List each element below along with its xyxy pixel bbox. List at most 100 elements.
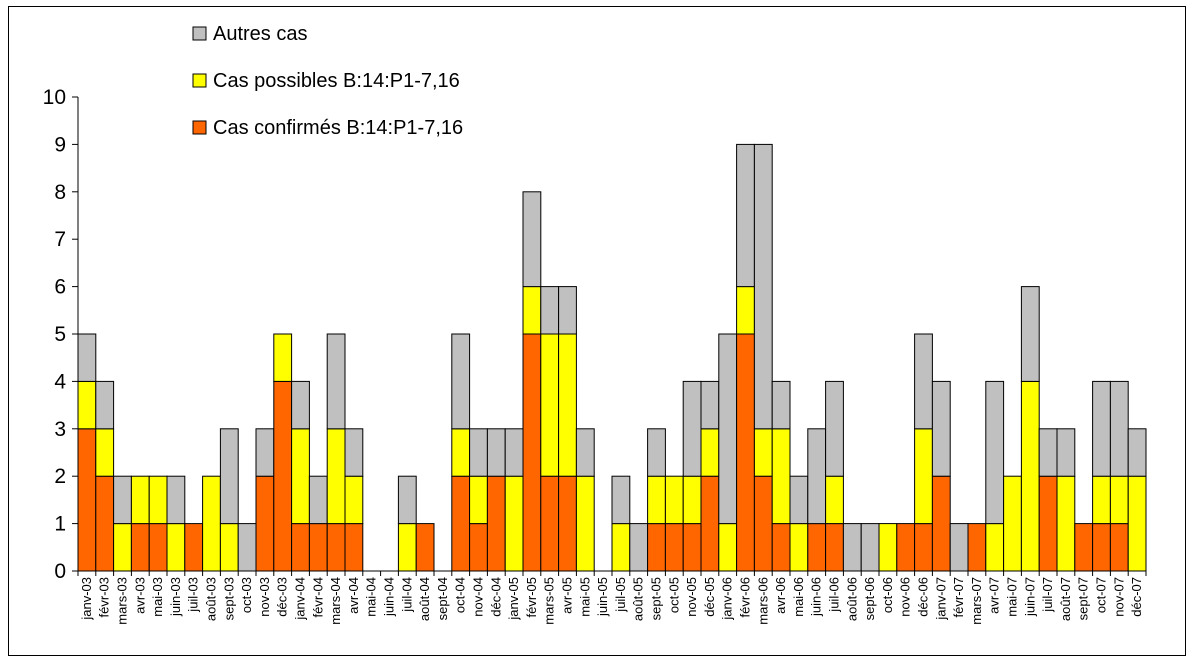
bar-segment-possible <box>682 475 702 525</box>
x-tick-label: avr-05 <box>560 577 575 614</box>
bar-segment-possible <box>789 523 809 572</box>
bar-segment-possible <box>291 428 310 525</box>
legend-label-other: Autres cas <box>213 23 307 45</box>
bar-segment-possible <box>326 428 346 525</box>
x-tick-label: mai-05 <box>577 577 592 617</box>
bar-segment-confirmed <box>558 475 577 572</box>
x-tick-label: août-05 <box>631 577 646 621</box>
bar-segment-other <box>736 143 755 288</box>
x-tick-label: janv-04 <box>293 577 308 621</box>
legend-swatch-other <box>192 26 207 41</box>
legend: Autres cas Cas possibles B:14:P1-7,16 Cas … <box>192 23 463 139</box>
bar-segment-possible <box>914 428 933 525</box>
y-axis: 0 1 2 3 4 5 6 7 8 9 10 <box>43 86 79 583</box>
x-tick-label: mars-04 <box>328 577 343 625</box>
bar-segment-other <box>789 475 809 525</box>
y-tick-label: 5 <box>54 323 66 346</box>
bar-segment-possible <box>985 523 1005 572</box>
x-tick-label: janv-07 <box>933 577 948 621</box>
bar-segment-confirmed <box>914 523 933 572</box>
x-tick-label: avr-06 <box>773 577 788 614</box>
x-tick-label: mai-06 <box>791 577 806 617</box>
x-tick-label: mars-03 <box>115 577 130 625</box>
bar-segment-possible <box>1127 475 1147 572</box>
x-tick-label: févr-05 <box>524 577 539 617</box>
bar-segment-possible <box>397 523 417 572</box>
bar-segment-possible <box>166 523 186 572</box>
x-tick-label: févr-03 <box>97 577 112 617</box>
bar-segment-confirmed <box>931 475 951 572</box>
bar-segment-other <box>1020 286 1040 382</box>
x-tick-label: sept-05 <box>649 577 664 620</box>
y-tick-label: 10 <box>43 86 66 109</box>
bar-segment-confirmed <box>291 523 310 572</box>
x-tick-label: oct-06 <box>880 577 895 613</box>
x-tick-label: juin-06 <box>809 577 824 617</box>
bar-segment-possible <box>273 333 293 382</box>
bar-segment-other <box>255 428 275 477</box>
bar-segment-possible <box>718 523 738 572</box>
bar-segment-possible <box>825 475 844 525</box>
x-tick-label: nov-07 <box>1111 577 1126 617</box>
x-tick-label: mars-06 <box>755 577 770 625</box>
bar-segment-confirmed <box>825 523 844 572</box>
bar-segment-possible <box>469 475 488 525</box>
bar-segment-possible <box>736 286 755 335</box>
bar-segment-other <box>486 428 506 477</box>
bar-segment-other <box>860 523 880 572</box>
bar-segment-possible <box>664 475 684 525</box>
x-tick-label: déc-05 <box>702 577 717 617</box>
bar-segment-confirmed <box>522 333 542 572</box>
bar-segment-other <box>77 333 97 382</box>
bar-segment-other <box>1109 380 1129 477</box>
x-tick-label: juil-06 <box>827 577 842 613</box>
bar-segment-possible <box>540 333 560 477</box>
bar-segment-other <box>397 475 417 525</box>
x-tick-label: déc-06 <box>916 577 931 617</box>
bar-segment-other <box>504 428 524 477</box>
bar-segment-confirmed <box>896 523 916 572</box>
bar-segment-confirmed <box>736 333 755 572</box>
bar-segment-other <box>807 428 827 525</box>
bar-segment-other <box>522 191 542 288</box>
x-tick-label: oct-03 <box>239 577 254 613</box>
bar-segment-confirmed <box>647 523 666 572</box>
legend-swatch-possible <box>192 73 207 88</box>
y-tick-label: 3 <box>54 418 66 441</box>
x-tick-label: avr-04 <box>346 577 361 614</box>
bar-segment-possible <box>1056 475 1076 572</box>
bar-segment-confirmed <box>95 475 115 572</box>
x-tick-label: févr-07 <box>951 577 966 617</box>
bar-segment-other <box>949 523 969 572</box>
bar-segment-possible <box>575 475 595 572</box>
x-tick-label: oct-04 <box>453 577 468 613</box>
x-tick-label: août-03 <box>204 577 219 621</box>
bar-segment-other <box>700 380 720 430</box>
x-tick-label: juin-04 <box>382 577 397 617</box>
x-tick-label: juil-05 <box>613 577 628 613</box>
bar-segment-confirmed <box>451 475 471 572</box>
bar-segment-confirmed <box>1092 523 1111 572</box>
x-tick-label: mars-05 <box>542 577 557 625</box>
x-tick-label: janv-03 <box>79 577 94 621</box>
x-tick-label: juin-07 <box>1022 577 1037 617</box>
bar-segment-other <box>647 428 666 477</box>
legend-swatch-confirmed <box>192 120 207 135</box>
bar-segment-other <box>344 428 364 477</box>
bar-segment-other <box>469 428 488 477</box>
bar-segment-other <box>540 286 560 335</box>
x-tick-label: août-04 <box>417 577 432 621</box>
legend-label-possible: Cas possibles B:14:P1-7,16 <box>213 70 460 92</box>
x-tick-label: déc-07 <box>1129 577 1144 617</box>
bar-segment-confirmed <box>1038 475 1058 572</box>
bar-segment-possible <box>113 523 132 572</box>
y-tick-label: 9 <box>54 133 66 156</box>
bar-segment-possible <box>148 475 168 525</box>
x-tick-label: avr-03 <box>132 577 147 614</box>
x-tick-label: déc-04 <box>488 577 503 617</box>
bar-segment-other <box>219 428 239 525</box>
bar-segment-confirmed <box>682 523 702 572</box>
bar-segment-other <box>237 523 257 572</box>
x-tick-label: mai-04 <box>364 577 379 617</box>
x-tick-label: juin-03 <box>168 577 183 617</box>
